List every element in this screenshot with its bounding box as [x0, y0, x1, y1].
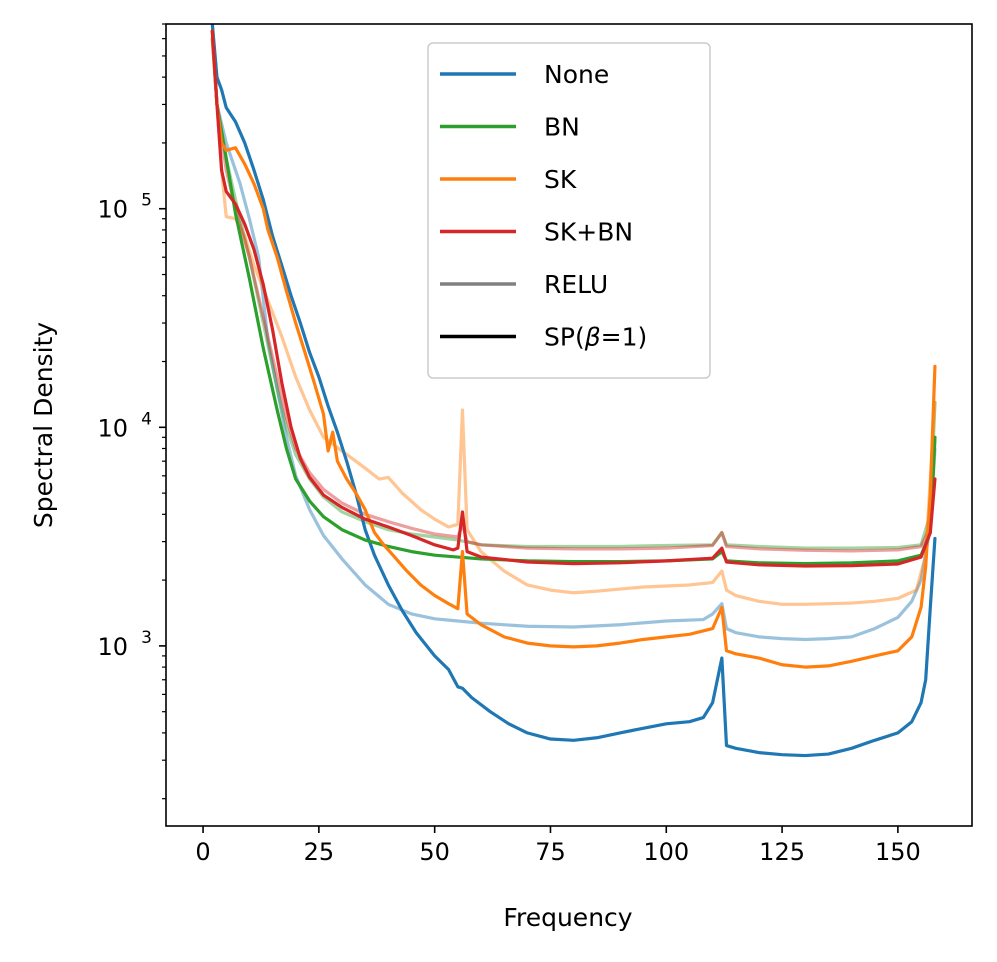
series-layer — [210, 24, 937, 758]
plot-frame — [165, 23, 973, 827]
x-tick-label: 75 — [535, 838, 566, 866]
x-tick-label: 100 — [643, 838, 689, 866]
legend: None BN SK SK+BN RELU SP(β=1) — [427, 42, 711, 379]
y-tick-exponent: 3 — [141, 628, 152, 648]
x-axis-label: Frequency — [503, 903, 632, 932]
y-axis-ticks: 10 3 10 4 10 5 — [97, 23, 166, 800]
series-line-sk-sp-1 — [210, 29, 937, 669]
series-line-sk-relu — [210, 37, 937, 606]
y-tick-exponent: 5 — [141, 191, 152, 211]
legend-label: SK+BN — [544, 218, 633, 247]
x-tick-label: 25 — [304, 838, 335, 866]
x-axis-ticks: 0 25 50 75 100 125 150 — [195, 826, 921, 866]
legend-label: SP(β=1) — [544, 323, 647, 352]
x-tick-label: 50 — [419, 838, 450, 866]
y-axis-label: Spectral Density — [29, 322, 58, 528]
y-tick-label: 10 — [97, 196, 128, 224]
legend-label: BN — [544, 113, 580, 142]
y-tick-exponent: 4 — [141, 409, 152, 429]
legend-label: SK — [544, 165, 577, 194]
y-tick-label: 10 — [97, 633, 128, 661]
x-tick-label: 150 — [875, 838, 921, 866]
y-tick-label: 10 — [97, 414, 128, 442]
legend-label: None — [544, 60, 609, 89]
series-line-bn-relu — [210, 37, 937, 550]
legend-label: RELU — [544, 270, 608, 299]
series-line-none-sp-1 — [210, 24, 937, 758]
series-line-bn-sp-1 — [210, 29, 937, 566]
x-tick-label: 125 — [759, 838, 805, 866]
x-tick-label: 0 — [195, 838, 210, 866]
series-line-sk-bn-sp-1 — [210, 29, 937, 568]
series-line-none-relu — [210, 24, 937, 642]
